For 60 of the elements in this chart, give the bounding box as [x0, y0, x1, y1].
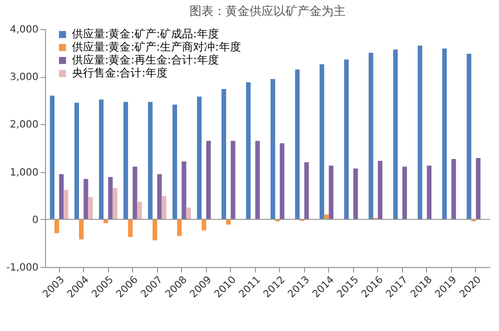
- legend-label: 供应量:黄金:再生金:合计:年度: [72, 54, 219, 66]
- bar: [112, 188, 118, 220]
- y-tick-label: 4,000: [10, 24, 38, 36]
- bar: [328, 166, 334, 220]
- y-tick-label: 0: [32, 214, 38, 226]
- bar: [402, 166, 407, 220]
- bar: [304, 162, 309, 220]
- y-tick-label: 2,000: [10, 120, 38, 131]
- bar: [157, 174, 162, 220]
- bar: [344, 59, 349, 220]
- bar: [128, 219, 133, 238]
- bar: [393, 49, 398, 220]
- bar: [368, 52, 374, 220]
- bar: [172, 104, 178, 220]
- bar: [148, 102, 153, 220]
- bar: [108, 177, 113, 220]
- bar: [162, 196, 166, 220]
- bar: [123, 102, 128, 220]
- bar: [182, 161, 186, 220]
- bar: [246, 82, 251, 220]
- legend-label: 央行售金:合计:年度: [72, 66, 168, 80]
- bar: [418, 46, 422, 220]
- bar: [426, 166, 432, 220]
- bar: [88, 197, 93, 220]
- bar: [50, 96, 54, 220]
- bar: [466, 54, 472, 220]
- bar: [320, 64, 324, 220]
- bar: [59, 174, 64, 220]
- bar: [324, 214, 329, 220]
- bar: [98, 99, 104, 220]
- bar: [270, 78, 276, 220]
- bar: [84, 178, 88, 220]
- bar: [353, 168, 358, 220]
- bar: [206, 140, 211, 220]
- bar: [295, 69, 300, 220]
- bar: [74, 102, 80, 220]
- bar: [152, 219, 158, 240]
- bar: [222, 88, 226, 220]
- bar: [280, 143, 284, 220]
- bar: [197, 96, 202, 220]
- bar: [64, 190, 68, 220]
- chart-title: 图表：黄金供应以矿产金为主: [190, 4, 346, 18]
- bar: [378, 160, 382, 220]
- bar: [255, 140, 260, 220]
- bar: [451, 158, 456, 220]
- bar: [230, 140, 236, 220]
- bar: [132, 166, 138, 220]
- bar: [202, 219, 206, 230]
- bar: [177, 219, 182, 236]
- y-tick-label: -1,000: [6, 262, 38, 274]
- bar: [79, 219, 84, 240]
- bar: [442, 48, 447, 220]
- y-tick-label: 3,000: [10, 72, 38, 84]
- bar: [476, 158, 480, 220]
- bar: [54, 219, 60, 234]
- y-tick-label: 1,000: [10, 167, 38, 178]
- bar: [137, 202, 142, 220]
- bar: [186, 208, 191, 220]
- legend-label: 供应量:黄金:矿产:生产商对冲:年度: [72, 40, 241, 54]
- legend-label: 供应量:黄金:矿产:矿成品:年度: [72, 28, 219, 40]
